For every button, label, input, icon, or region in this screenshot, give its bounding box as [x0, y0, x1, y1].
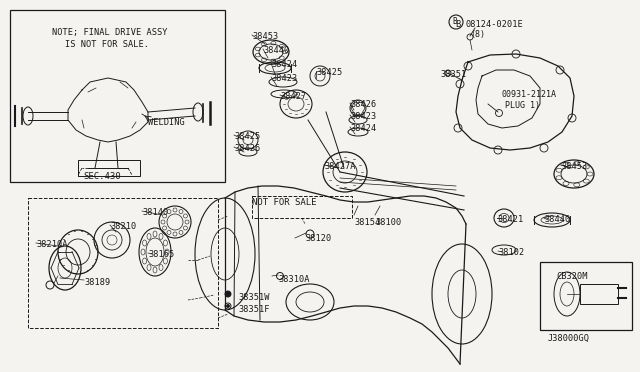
Circle shape [225, 291, 231, 297]
Text: CB320M: CB320M [556, 272, 588, 281]
Text: NOTE; FINAL DRIVE ASSY: NOTE; FINAL DRIVE ASSY [52, 28, 168, 37]
Text: WELDING: WELDING [148, 118, 185, 127]
Text: 38210: 38210 [110, 222, 136, 231]
Text: 00931-2121A: 00931-2121A [502, 90, 557, 99]
Text: 38440: 38440 [263, 46, 289, 55]
Text: 38165: 38165 [148, 250, 174, 259]
Text: 38426: 38426 [350, 100, 376, 109]
Text: 38100: 38100 [375, 218, 401, 227]
Text: 38440: 38440 [544, 215, 570, 224]
Text: J38000GQ: J38000GQ [548, 334, 590, 343]
Bar [580, 284, 618, 304]
Bar [540, 262, 632, 330]
Circle shape [227, 305, 230, 308]
Text: 38427: 38427 [280, 92, 307, 101]
Text: (8): (8) [470, 30, 485, 39]
Bar [78, 160, 140, 176]
Text: 38310A: 38310A [278, 275, 310, 284]
Text: 38210A: 38210A [36, 240, 67, 249]
Text: 38423: 38423 [350, 112, 376, 121]
Text: 38423: 38423 [271, 74, 297, 83]
Bar [28, 198, 218, 328]
Bar [252, 196, 352, 218]
Text: 38421: 38421 [497, 215, 524, 224]
Text: IS NOT FOR SALE.: IS NOT FOR SALE. [65, 40, 149, 49]
Text: 38453: 38453 [252, 32, 278, 41]
Text: 38120: 38120 [305, 234, 332, 243]
Text: 38453: 38453 [561, 162, 588, 171]
Text: 38424: 38424 [350, 124, 376, 133]
Text: PLUG 1): PLUG 1) [505, 101, 540, 110]
Text: 38351: 38351 [440, 70, 467, 79]
Text: 38102: 38102 [498, 248, 524, 257]
Text: 38425: 38425 [234, 132, 260, 141]
Text: NOT FOR SALE: NOT FOR SALE [252, 198, 317, 207]
Text: 38425: 38425 [316, 68, 342, 77]
Text: 08124-0201E: 08124-0201E [466, 20, 524, 29]
Text: 38189: 38189 [84, 278, 110, 287]
Text: 38351F: 38351F [238, 305, 269, 314]
Text: B: B [455, 20, 460, 29]
Text: B: B [452, 16, 458, 26]
Text: 38427A: 38427A [324, 162, 355, 171]
Bar [10, 10, 225, 182]
Text: 38426: 38426 [234, 144, 260, 153]
Text: 38424: 38424 [271, 60, 297, 69]
Text: SEC.430: SEC.430 [83, 172, 120, 181]
Text: 38351W: 38351W [238, 293, 269, 302]
Text: 38140: 38140 [142, 208, 168, 217]
Text: 38154: 38154 [354, 218, 380, 227]
